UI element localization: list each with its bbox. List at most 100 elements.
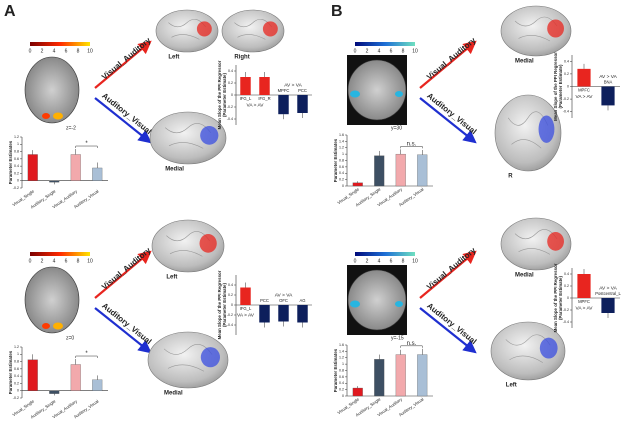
brain-render xyxy=(500,217,572,271)
slice-label: z=-2 xyxy=(66,125,76,131)
y-axis-label: Parameter Estimates xyxy=(333,138,338,182)
activation xyxy=(262,21,278,37)
arrow-label: Visual_Auditory xyxy=(100,245,153,291)
y-tick-label: 0.2 xyxy=(339,388,344,392)
y-tick-label: 0.2 xyxy=(228,293,233,297)
colorbar-tick: 0 xyxy=(29,48,32,54)
bar xyxy=(601,86,615,106)
x-tick-label: MPFC xyxy=(578,88,590,93)
y-tick-label: -0.4 xyxy=(563,110,569,114)
y-tick-label: 0.4 xyxy=(14,164,19,168)
sulci xyxy=(164,123,212,149)
y-tick-label: 0 xyxy=(231,303,233,307)
y-tick-label: 0.4 xyxy=(564,59,569,63)
colorbar-tick: 6 xyxy=(390,258,393,264)
x-tick-label: MPFC xyxy=(578,299,590,304)
legend-label: AV > VA xyxy=(599,74,617,80)
bar xyxy=(374,359,385,397)
y-tick-label: 1.4 xyxy=(339,349,344,353)
x-tick-label: AG xyxy=(299,298,305,303)
y-axis-label: Mean Slope of the PPI Regressor xyxy=(217,60,222,129)
brain-render xyxy=(155,9,219,53)
brain-slice xyxy=(347,59,407,121)
arrow-label: Auditory_Visual xyxy=(100,301,153,346)
colorbar-tick: 4 xyxy=(53,258,56,264)
y-tick-label: 0.6 xyxy=(339,165,344,169)
slice-label: y=30 xyxy=(391,125,402,131)
y-tick-label: 0.4 xyxy=(564,272,569,276)
x-tick-label: IFG_L xyxy=(240,96,252,101)
bar xyxy=(278,95,289,115)
sulci xyxy=(514,16,558,42)
colorbar-tick: 8 xyxy=(77,48,80,54)
bracket xyxy=(400,146,423,149)
colorbar xyxy=(30,252,90,256)
colorbar-tick: 10 xyxy=(412,48,418,54)
y-axis-label: (Parameter Estimate) xyxy=(558,276,563,320)
bar xyxy=(297,305,308,323)
bar xyxy=(352,182,363,187)
legend-label: AV > VA xyxy=(275,292,293,298)
colorbar-tick: 4 xyxy=(378,48,381,54)
activation xyxy=(538,115,555,143)
activation xyxy=(350,300,360,308)
colorbar-tick: 2 xyxy=(366,258,369,264)
y-tick-label: 0 xyxy=(342,394,344,398)
arrow xyxy=(94,97,152,144)
y-tick-label: 1.2 xyxy=(339,356,344,360)
colorbar xyxy=(355,252,415,256)
activation xyxy=(53,322,63,330)
y-tick-label: 0 xyxy=(567,296,569,300)
bar xyxy=(70,154,81,181)
view-label: Medial xyxy=(165,167,184,173)
y-axis-label: (Parameter Estimate) xyxy=(222,283,227,327)
x-tick-label: PCC xyxy=(298,88,307,93)
bar xyxy=(27,154,38,181)
y-tick-label: 1.6 xyxy=(339,343,344,347)
y-tick-label: 0.6 xyxy=(14,367,19,371)
bracket xyxy=(75,355,98,359)
colorbar-tick: 0 xyxy=(354,48,357,54)
bar xyxy=(417,354,428,397)
y-axis-label: Mean Slope of the PPI Regressor xyxy=(553,263,558,332)
y-tick-label: 0.8 xyxy=(14,360,19,364)
annotation: * xyxy=(85,351,88,357)
colorbar-tick: 2 xyxy=(41,48,44,54)
brain-render xyxy=(149,111,227,165)
bar xyxy=(70,364,81,391)
y-tick-label: -0.4 xyxy=(227,117,233,121)
activation xyxy=(395,91,403,97)
activation xyxy=(395,301,403,307)
arrow-label: Auditory_Visual xyxy=(425,91,478,136)
x-tick-label: IFG_L xyxy=(240,306,252,311)
y-tick-label: -0.2 xyxy=(227,105,233,109)
bar xyxy=(259,305,270,323)
arrow xyxy=(419,307,477,354)
view-label: Left xyxy=(168,55,179,61)
legend-label: VA > AV xyxy=(246,102,264,108)
y-tick-label: 1 xyxy=(17,142,19,146)
view-label: Right xyxy=(234,55,249,61)
y-tick-label: 0 xyxy=(17,389,19,393)
annotation: n.s. xyxy=(407,141,417,147)
brain-slice xyxy=(24,56,80,124)
brain-slice xyxy=(347,269,407,331)
bar xyxy=(92,167,103,181)
colorbar-tick: 10 xyxy=(87,48,93,54)
sulci xyxy=(168,18,206,40)
y-tick-label: 0 xyxy=(567,84,569,88)
y-axis-label: Parameter Estimates xyxy=(8,140,13,184)
colorbar-tick: 8 xyxy=(402,258,405,264)
arrow-label: Auditory_Visual xyxy=(425,301,478,346)
y-tick-label: 0 xyxy=(17,179,19,183)
activation xyxy=(199,234,217,253)
bar xyxy=(577,274,591,298)
y-tick-label: 0 xyxy=(342,184,344,188)
colorbar-tick: 0 xyxy=(29,258,32,264)
brain-render xyxy=(490,321,566,381)
annotation: * xyxy=(85,141,88,147)
arrow xyxy=(419,97,477,144)
sulci xyxy=(507,111,549,149)
x-tick-label: BNA xyxy=(604,80,613,85)
panel-label: A xyxy=(4,3,16,20)
